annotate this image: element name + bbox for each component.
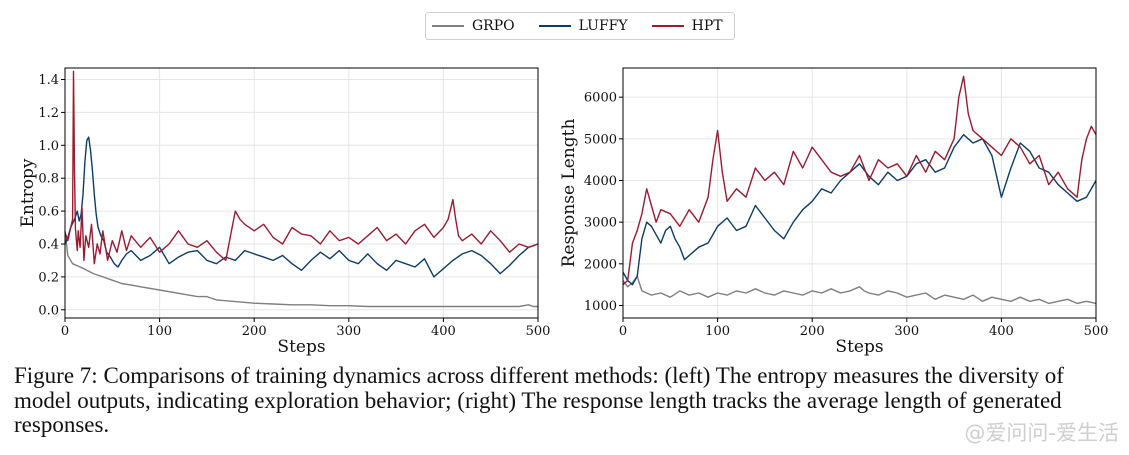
- x-tick-label: 400: [989, 324, 1014, 339]
- entropy-chart: 0 100 200 300 400 500 0.0 0.2 0.4 0.6 0.8 1.0 1.2 1.4…: [18, 67, 551, 357]
- x-tick-label: 300: [336, 324, 361, 339]
- x-tick-label: 200: [242, 324, 267, 339]
- y-axis-label: Entropy: [18, 158, 38, 227]
- y-tick-label: 0.6: [38, 205, 59, 220]
- y-tick-label: 0.0: [38, 303, 59, 318]
- y-tick-label: 1.4: [38, 73, 59, 88]
- y-tick-label: 4000: [584, 174, 617, 189]
- y-tick-label: 1.2: [38, 106, 59, 121]
- x-tick-label: 100: [147, 324, 172, 339]
- x-tick-label: 200: [800, 324, 825, 339]
- legend-label-luffy: LUFFY: [578, 18, 628, 34]
- series-line-hpt: [622, 75, 1097, 286]
- x-tick-label: 400: [431, 324, 456, 339]
- watermark: @爱问问-爱生活: [964, 421, 1119, 445]
- series-line-hpt: [64, 70, 539, 265]
- legend-line-luffy: [538, 25, 571, 27]
- x-tick-label: 300: [894, 324, 919, 339]
- plot-frame: [64, 67, 539, 319]
- legend-item-hpt: HPT: [651, 18, 723, 34]
- x-axis-label: Steps: [835, 337, 883, 357]
- legend-item-grpo: GRPO: [432, 18, 515, 34]
- x-tick-label: 0: [619, 324, 627, 339]
- y-tick-label: 1.0: [38, 139, 59, 154]
- x-tick-label: 0: [61, 324, 69, 339]
- series-line-grpo: [622, 275, 1097, 305]
- legend-label-grpo: GRPO: [472, 18, 515, 34]
- y-tick-label: 3000: [584, 216, 617, 231]
- y-tick-label: 0.8: [38, 172, 59, 187]
- series-line-luffy: [622, 133, 1097, 286]
- legend-line-hpt: [651, 25, 684, 27]
- y-tick-label: 1000: [584, 299, 617, 314]
- series-line-grpo: [64, 230, 538, 308]
- response-length-chart: 0 100 200 300 400 500 1000 2000 3000 4000 5000 6000…: [559, 67, 1109, 357]
- x-tick-label: 500: [1084, 324, 1109, 339]
- x-axis-label: Steps: [277, 337, 325, 357]
- x-tick-label: 100: [705, 324, 730, 339]
- y-tick-label: 6000: [584, 91, 617, 106]
- legend-line-grpo: [432, 25, 464, 27]
- legend-item-luffy: LUFFY: [538, 18, 628, 34]
- y-tick-label: 2000: [584, 257, 617, 272]
- legend-label-hpt: HPT: [691, 18, 723, 34]
- legend: GRPO LUFFY HPT: [425, 12, 735, 40]
- y-axis-label: Response Length: [559, 119, 579, 268]
- y-tick-label: 5000: [584, 132, 617, 147]
- plot-frame: [622, 67, 1097, 319]
- y-tick-label: 0.2: [38, 270, 59, 285]
- figure-caption: Figure 7: Comparisons of training dynami…: [14, 363, 1064, 437]
- x-tick-label: 500: [526, 324, 551, 339]
- series-line-luffy: [64, 136, 539, 278]
- y-tick-label: 0.4: [38, 237, 59, 252]
